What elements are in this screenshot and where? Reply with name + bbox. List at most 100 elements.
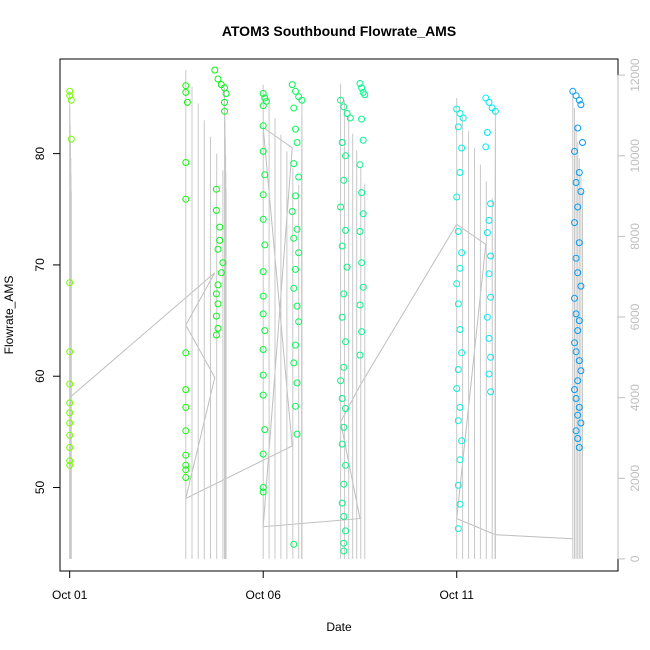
data-point [66,279,74,287]
data-point [259,310,267,318]
data-point [66,348,74,356]
data-point [491,107,499,115]
data-point [340,547,348,555]
data-point [182,427,190,435]
data-point [572,254,580,262]
data-point [290,359,298,367]
data-point [211,66,219,74]
data-point [340,363,348,371]
data-point [487,388,495,396]
data-point [574,377,582,385]
data-point [346,114,354,122]
data-point [212,331,220,339]
data-point [577,188,585,195]
data-point [572,395,580,402]
secondary-y-tick-label: 4000 [628,384,642,411]
data-point [356,301,364,309]
data-point [288,81,296,89]
data-point [182,82,190,90]
data-point [338,139,346,146]
data-point [485,334,493,342]
data-point [358,84,366,92]
data-point [456,264,464,272]
data-point [575,444,583,451]
data-point [182,461,190,469]
data-point [342,338,349,346]
data-point [337,96,345,104]
data-point [456,110,464,117]
data-point [293,302,301,310]
data-point [342,152,349,160]
data-point [485,370,493,378]
data-point [340,513,348,520]
data-point [298,96,306,104]
secondary-y-tick-label: 0 [628,555,642,562]
x-tick-label: Oct 06 [246,588,282,602]
data-point [359,88,367,96]
data-point [290,540,298,548]
data-point [292,402,299,410]
data-point [66,431,74,439]
data-point [356,351,364,359]
data-point [292,125,299,133]
data-point [290,284,298,292]
data-point [214,281,222,289]
data-point [66,92,74,100]
data-point [454,366,462,373]
data-point [66,457,74,465]
data-point [292,192,299,200]
data-point [216,223,224,231]
data-point [340,103,348,111]
data-point [261,171,269,179]
data-point [358,189,366,197]
data-point [454,300,462,308]
data-point [182,474,190,481]
data-point [340,176,348,184]
data-point [572,92,580,100]
data-point [485,270,493,278]
data-point [342,461,349,469]
secondary-y-tick-label: 10000 [628,139,642,173]
data-point [214,245,222,253]
data-point [295,249,303,257]
data-point [259,346,267,353]
data-point [293,139,301,146]
data-point [295,318,303,326]
chart-title: ATOM3 Southbound Flowrate_AMS [222,23,456,39]
data-point [216,236,224,244]
data-point [343,263,351,271]
secondary-y-tick-label: 2000 [628,465,642,492]
data-point [214,300,222,308]
data-point [259,191,267,199]
y-axis: 50 60 70 80 [33,147,60,494]
data-point [454,525,462,533]
data-point [259,484,267,491]
data-point [456,403,464,411]
data-point [340,423,348,431]
data-point [458,144,466,152]
data-point [359,283,367,291]
data-point [487,353,495,361]
data-point [288,208,296,215]
data-point [182,466,190,474]
data-point [340,539,348,547]
data-point [338,440,346,448]
data-point [66,444,74,451]
data-point [259,488,267,496]
data-point [569,87,577,95]
data-point [577,367,585,375]
data-point [259,147,267,155]
data-point [259,292,267,300]
data-point [259,450,267,458]
x-axis: Oct 01 Oct 06 Oct 11 [52,570,474,602]
data-point [485,216,493,224]
data-point [572,427,580,435]
data-point [337,377,345,385]
data-point [575,403,583,411]
data-point [342,527,349,535]
data-point [292,265,299,273]
data-point [575,357,583,365]
data-point [293,430,301,438]
secondary-y-tick-label: 6000 [628,303,642,330]
